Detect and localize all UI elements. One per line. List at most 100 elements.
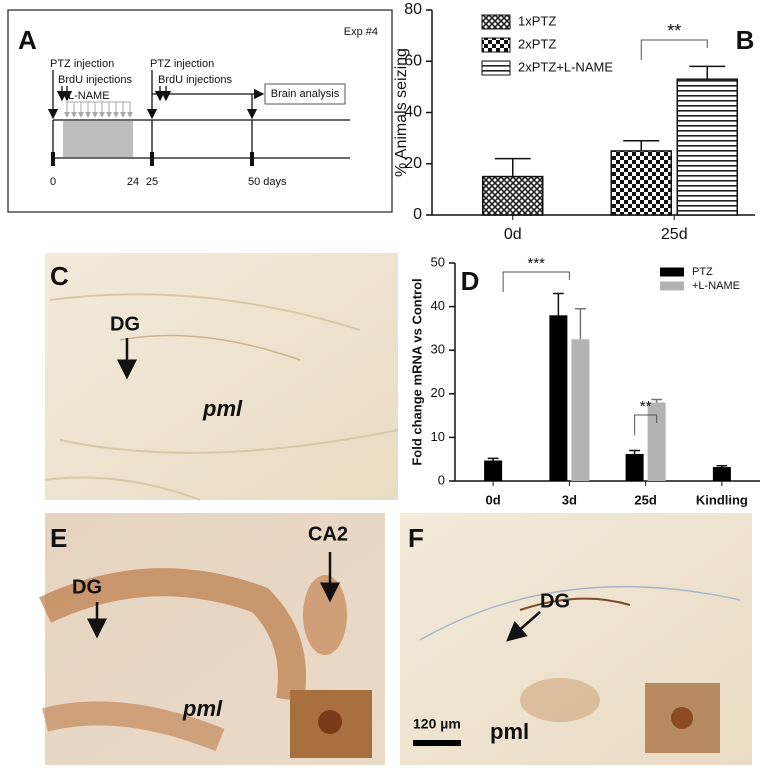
panel-f: F DG pml 120 µm [400, 513, 752, 765]
legend-swatch [481, 37, 511, 53]
timeline-text: PTZ injection [150, 58, 214, 70]
day-label: 24 [127, 176, 139, 188]
legend-label: 2xPTZ [518, 36, 556, 51]
error-bar [629, 449, 641, 454]
lname-arrows [64, 101, 133, 118]
legend-label: 1xPTZ [518, 13, 556, 28]
y-tick-label: 0 [438, 472, 445, 487]
error-bar [689, 65, 726, 80]
x-tick-label: 0d [486, 492, 501, 507]
y-tick-label: 60 [404, 52, 422, 69]
timeline-text: BrdU injections [58, 74, 132, 86]
timeline-text: BrdU injections [158, 74, 232, 86]
micrograph [45, 253, 398, 500]
error-bar [552, 292, 564, 316]
legend-label: PTZ [692, 266, 713, 278]
panel-e: E DG CA2 pml [38, 513, 385, 765]
region-label: pml [182, 696, 223, 721]
experiment-label: Exp #4 [344, 26, 378, 38]
annotation: *** [527, 255, 545, 272]
treatment-period [63, 121, 133, 157]
y-tick-label: 40 [404, 104, 422, 121]
tissue-texture [44, 293, 399, 501]
y-tick-label: 20 [404, 155, 422, 172]
error-bar [574, 308, 586, 340]
annotation: ** [640, 398, 652, 415]
bar [712, 467, 731, 481]
panel-frame [7, 9, 393, 213]
bar [571, 339, 590, 481]
panel-label: A [18, 25, 37, 55]
scale-bar [413, 740, 461, 746]
tissue-texture [41, 701, 225, 752]
timeline-text: PTZ injection [50, 58, 114, 70]
panel-label: B [736, 25, 755, 55]
bar [676, 78, 738, 216]
legend-swatch [660, 267, 684, 277]
panel-c: C DG pml [44, 253, 399, 501]
inset-cell [671, 707, 693, 729]
tissue-texture [519, 597, 631, 611]
x-tick-label: 3d [562, 492, 577, 507]
panel-label: C [50, 261, 69, 291]
x-tick-label: Kindling [696, 492, 748, 507]
y-tick-label: 50 [431, 254, 445, 269]
arrow [506, 611, 541, 642]
bar [610, 150, 672, 216]
y-tick-label: 10 [431, 429, 445, 444]
y-axis-label: Fold change mRNA vs Control [409, 278, 424, 465]
tissue-texture [303, 575, 347, 655]
error-bar [716, 464, 728, 468]
y-tick-label: 40 [431, 298, 445, 313]
tissue-texture [119, 334, 301, 361]
region-label: CA2 [308, 523, 348, 545]
y-tick-label: 20 [431, 385, 445, 400]
error-bar [494, 157, 531, 177]
inset-cell [318, 710, 342, 734]
y-axis-label: % Animals seizing [393, 48, 410, 177]
bar [625, 453, 644, 481]
region-label: DG [540, 590, 570, 612]
legend-swatch [481, 14, 511, 30]
region-label: pml [202, 396, 243, 421]
region-label: pml [490, 719, 529, 744]
timeline [47, 70, 350, 166]
chart: 0 20 40 60 80 % Animals seizing B 0d 25d 1xPTZ 2xP… [393, 1, 755, 243]
annotation: ** [667, 21, 681, 41]
bar [647, 402, 666, 481]
tissue-texture [38, 568, 306, 703]
bar [484, 460, 503, 481]
y-tick-label: 30 [431, 342, 445, 357]
day-label: 50 days [248, 176, 287, 188]
timeline-text: Brain analysis [271, 88, 340, 100]
panel-a: A Exp #4 PTZ injection BrdU injections L… [7, 9, 393, 213]
legend-swatch [481, 60, 511, 76]
significance-bracket [640, 39, 708, 60]
region-label: DG [110, 313, 140, 335]
error-bar [651, 398, 663, 403]
x-tick-label: 25d [661, 226, 688, 243]
significance-bracket [634, 414, 658, 435]
panel-label: D [461, 266, 480, 296]
y-tick-label: 0 [413, 206, 422, 223]
panel-label: E [50, 523, 67, 553]
scale-label: 120 µm [413, 716, 461, 732]
tissue-texture [520, 678, 600, 722]
legend-label: +L-NAME [692, 280, 740, 292]
day-label: 25 [146, 176, 158, 188]
significance-bracket [502, 271, 570, 292]
legend-label: 2xPTZ+L-NAME [518, 59, 613, 74]
bar [482, 175, 544, 216]
chart: 0 10 20 30 40 50 Fold change mRNA vs Control D 0… [409, 254, 760, 507]
timeline-text: L-NAME [68, 90, 110, 102]
x-tick-label: 25d [634, 492, 656, 507]
region-label: DG [72, 576, 102, 598]
day-label: 0 [50, 176, 56, 188]
legend-swatch [660, 281, 684, 291]
analysis-box [264, 83, 346, 105]
tissue-texture [419, 585, 741, 641]
y-tick-label: 80 [404, 1, 422, 18]
error-bar [487, 457, 499, 461]
panel-label: F [408, 523, 424, 553]
